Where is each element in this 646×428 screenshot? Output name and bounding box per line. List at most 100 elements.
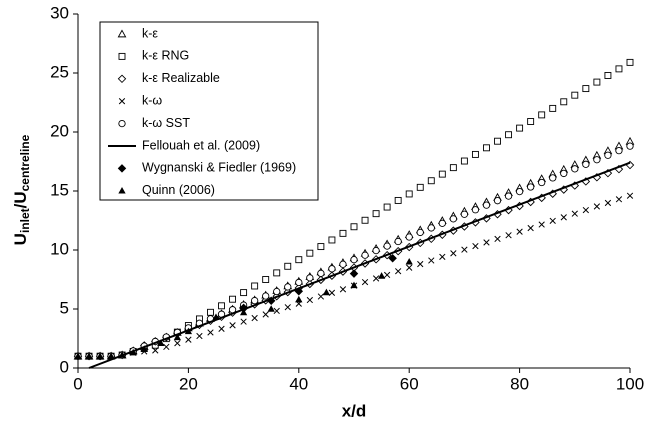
- marker-square: [593, 78, 601, 86]
- marker-circle: [604, 151, 612, 159]
- marker-square: [350, 223, 358, 231]
- x-tick-label: 60: [400, 374, 419, 393]
- marker-circle: [394, 237, 402, 246]
- marker-cross: [229, 322, 236, 329]
- y-tick-label: 0: [60, 357, 69, 376]
- y-axis-title-part: U: [11, 233, 30, 245]
- marker-square: [615, 65, 623, 73]
- x-tick-label: 80: [510, 374, 529, 393]
- marker-diamond: [388, 254, 397, 263]
- marker-circle: [361, 251, 369, 259]
- marker-square: [273, 269, 281, 277]
- marker-cross: [284, 304, 291, 311]
- marker-square: [306, 249, 314, 257]
- marker-square: [218, 302, 225, 310]
- marker-triangle: [405, 257, 413, 265]
- marker-triangle: [118, 351, 126, 358]
- marker-cross: [494, 235, 501, 243]
- series: [88, 161, 631, 369]
- marker-circle: [449, 215, 458, 223]
- marker-square: [251, 282, 259, 290]
- marker-square: [560, 98, 568, 106]
- y-tick-label: 10: [50, 239, 69, 258]
- legend-label: Wygnanski & Fiedler (1969): [142, 161, 296, 175]
- marker-cross: [516, 228, 523, 235]
- y-tick-label: 30: [50, 3, 69, 22]
- marker-cross: [428, 257, 435, 264]
- y-axis-title-part: /U: [11, 191, 30, 208]
- marker-square: [516, 124, 524, 132]
- marker-cross: [251, 314, 258, 322]
- marker-triangle: [377, 272, 386, 279]
- marker-triangle: [322, 288, 331, 296]
- legend-label: k-ε Realizable: [142, 71, 220, 85]
- marker-circle: [405, 233, 413, 241]
- marker-square: [339, 229, 347, 237]
- marker-triangle: [239, 308, 248, 316]
- marker-square: [118, 52, 126, 60]
- marker-square: [471, 150, 479, 158]
- marker-cross: [450, 250, 457, 257]
- marker-cross: [505, 232, 512, 239]
- marker-diamond: [117, 74, 127, 84]
- marker-circle: [306, 274, 314, 282]
- y-axis-title-subscript: inlet: [18, 208, 32, 233]
- marker-cross: [527, 224, 534, 232]
- x-tick-label: 100: [616, 374, 644, 393]
- legend-label: Fellouah et al. (2009): [142, 138, 260, 152]
- marker-triangle: [117, 29, 127, 38]
- marker-square: [582, 85, 590, 93]
- y-tick-label: 20: [50, 121, 69, 140]
- marker-cross: [273, 307, 280, 315]
- marker-circle: [482, 201, 491, 209]
- marker-square: [372, 210, 380, 218]
- marker-triangle: [118, 186, 126, 194]
- legend: k-ε k-ε RNG k-ε Realizable k-ω k-ω SST Fellou…: [99, 21, 319, 201]
- marker-square: [527, 118, 535, 125]
- marker-cross: [339, 286, 347, 293]
- marker-cross: [118, 98, 126, 105]
- y-axis-title: Uinlet/Ucentreline: [11, 134, 32, 245]
- marker-circle: [626, 142, 634, 150]
- marker-cross: [196, 332, 203, 340]
- marker-triangle: [96, 352, 104, 359]
- marker-square: [571, 91, 579, 99]
- marker-triangle: [107, 352, 115, 359]
- y-tick-label: 25: [50, 62, 69, 81]
- marker-triangle: [140, 345, 148, 352]
- x-tick-label: 20: [179, 374, 198, 393]
- marker-circle: [317, 269, 325, 278]
- marker-cross: [538, 221, 545, 228]
- marker-circle: [438, 219, 446, 227]
- marker-square: [240, 289, 248, 297]
- marker-square: [405, 190, 413, 198]
- marker-cross: [560, 214, 567, 221]
- marker-circle: [504, 192, 513, 200]
- marker-circle: [460, 210, 469, 218]
- marker-square: [262, 276, 270, 283]
- marker-cross: [372, 275, 380, 282]
- marker-circle: [284, 283, 292, 291]
- marker-square: [549, 104, 557, 112]
- marker-circle: [615, 146, 623, 155]
- marker-circle: [250, 296, 259, 305]
- series: [74, 142, 634, 360]
- marker-square: [295, 256, 303, 264]
- marker-square: [229, 295, 237, 303]
- marker-cross: [593, 203, 601, 210]
- marker-cross: [549, 217, 556, 225]
- marker-cross: [361, 278, 369, 286]
- marker-square: [284, 262, 292, 270]
- data-line: [88, 161, 631, 369]
- marker-circle: [262, 292, 270, 300]
- marker-cross: [571, 210, 578, 217]
- marker-cross: [461, 246, 468, 253]
- marker-triangle: [74, 352, 82, 359]
- marker-cross: [395, 268, 402, 275]
- marker-square: [505, 131, 513, 139]
- marker-cross: [240, 318, 247, 325]
- marker-circle: [328, 265, 336, 273]
- y-axis-title-subscript: centreline: [18, 134, 32, 191]
- marker-circle: [339, 260, 347, 268]
